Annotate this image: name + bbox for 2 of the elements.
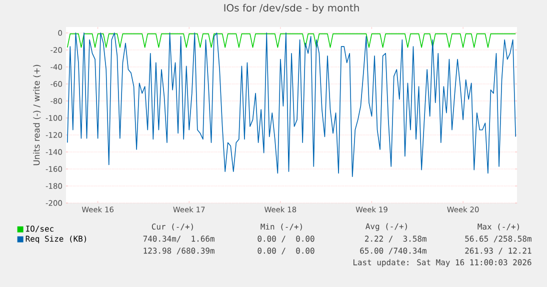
y-axis-title: Units read (-) / write (+)	[33, 64, 41, 166]
chart-title: IOs for /dev/sde - by month	[224, 4, 359, 14]
